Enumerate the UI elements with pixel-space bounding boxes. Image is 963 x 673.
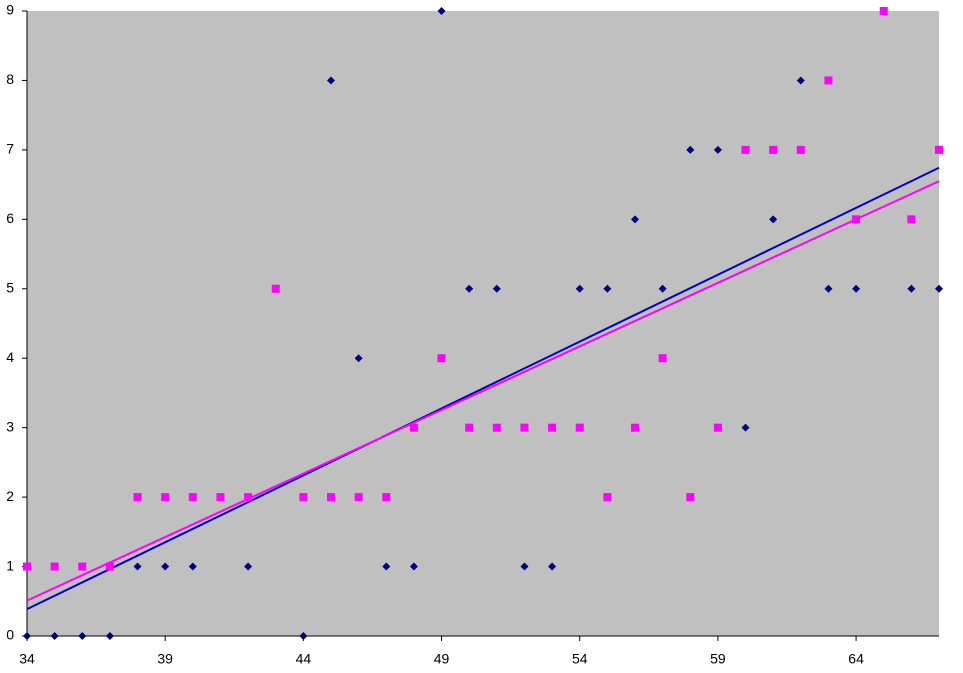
y-tick-label: 3 xyxy=(6,418,14,434)
point xyxy=(299,493,308,502)
point xyxy=(409,562,418,571)
point xyxy=(271,284,280,293)
point xyxy=(741,145,750,154)
point xyxy=(105,562,114,571)
point xyxy=(188,493,197,502)
point xyxy=(23,562,31,571)
point xyxy=(603,284,612,293)
point xyxy=(244,493,253,502)
point xyxy=(575,423,584,432)
point xyxy=(327,76,335,85)
y-tick-label: 6 xyxy=(6,210,14,226)
point xyxy=(465,423,474,432)
point xyxy=(852,215,861,224)
point xyxy=(769,215,778,224)
point xyxy=(354,493,363,502)
point xyxy=(78,632,87,640)
point xyxy=(879,7,888,15)
plot-area xyxy=(27,11,939,636)
point xyxy=(23,632,31,640)
point xyxy=(686,145,695,154)
y-tick-label: 7 xyxy=(6,141,14,157)
y-tick-label: 4 xyxy=(6,349,14,365)
y-tick-label: 1 xyxy=(6,557,14,573)
point xyxy=(658,284,667,293)
point xyxy=(741,423,750,432)
point xyxy=(713,423,722,432)
point xyxy=(631,215,639,224)
point xyxy=(409,423,418,432)
point xyxy=(852,284,861,293)
point xyxy=(824,284,833,293)
point xyxy=(492,284,501,293)
point xyxy=(382,493,391,502)
point xyxy=(686,493,695,502)
y-tick-label: 5 xyxy=(6,279,14,295)
x-tick-label: 49 xyxy=(434,651,450,667)
point xyxy=(658,354,667,363)
point xyxy=(382,562,391,571)
point xyxy=(907,284,916,293)
point xyxy=(603,493,612,502)
point xyxy=(465,284,474,293)
x-tick-label: 34 xyxy=(19,651,35,667)
y-tick-label: 9 xyxy=(6,2,14,18)
x-tick-label: 44 xyxy=(296,651,312,667)
point xyxy=(244,562,253,571)
point xyxy=(796,145,805,154)
point xyxy=(824,76,833,85)
point xyxy=(935,145,943,154)
point xyxy=(354,354,363,363)
point xyxy=(548,423,557,432)
x-tick-label: 64 xyxy=(848,651,864,667)
point xyxy=(78,562,87,571)
point xyxy=(631,423,639,432)
point xyxy=(796,76,805,85)
point xyxy=(50,562,59,571)
point xyxy=(161,562,170,571)
point xyxy=(907,215,916,224)
point xyxy=(327,493,335,502)
y-tick-label: 0 xyxy=(6,627,14,643)
point xyxy=(133,493,142,502)
point xyxy=(575,284,584,293)
x-tick-label: 39 xyxy=(157,651,173,667)
point xyxy=(299,632,308,640)
point xyxy=(520,423,529,432)
point xyxy=(216,493,225,502)
x-tick-label: 54 xyxy=(572,651,588,667)
point xyxy=(437,7,446,15)
point xyxy=(105,632,114,640)
point xyxy=(769,145,778,154)
point xyxy=(713,145,722,154)
point xyxy=(437,354,446,363)
point xyxy=(548,562,557,571)
trendline xyxy=(26,166,940,611)
point xyxy=(935,284,943,293)
y-tick-label: 2 xyxy=(6,488,14,504)
trendline xyxy=(26,180,940,602)
y-tick-label: 8 xyxy=(6,71,14,87)
point xyxy=(133,562,142,571)
point xyxy=(161,493,170,502)
point xyxy=(520,562,529,571)
point xyxy=(188,562,197,571)
point xyxy=(50,632,59,640)
point xyxy=(492,423,501,432)
x-tick-label: 59 xyxy=(710,651,726,667)
